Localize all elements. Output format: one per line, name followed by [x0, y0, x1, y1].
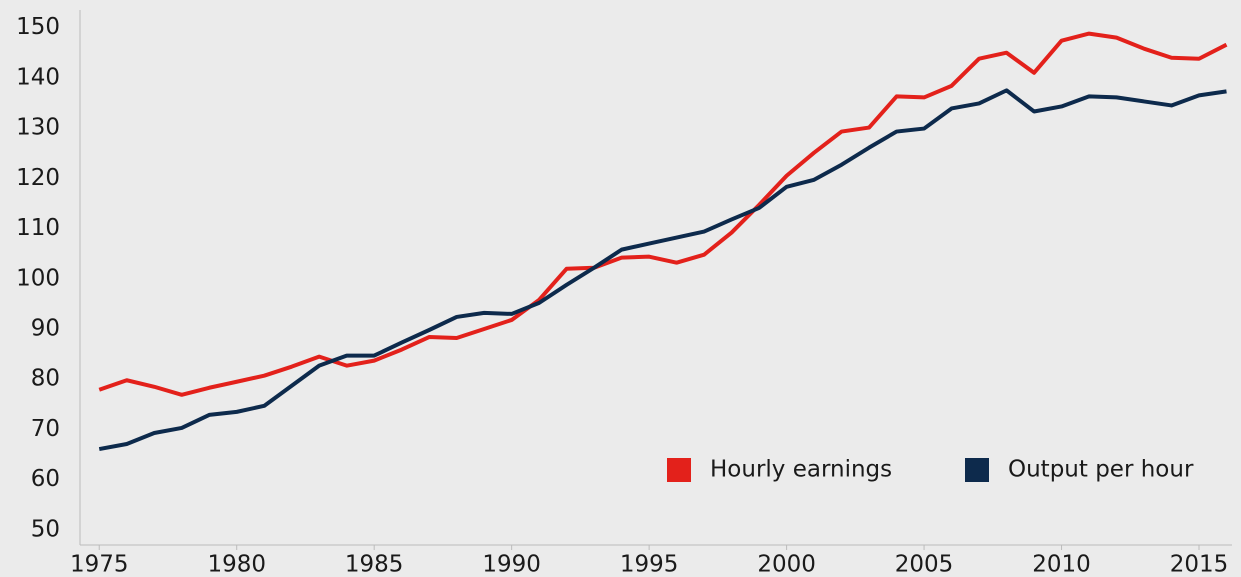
y-tick-label: 100: [16, 265, 60, 291]
legend-swatch: [965, 458, 989, 482]
x-tick-label: 1980: [207, 552, 266, 577]
x-tick-label: 1975: [70, 552, 129, 577]
x-tick-label: 1990: [482, 552, 541, 577]
x-tick-label: 2000: [757, 552, 816, 577]
y-tick-label: 50: [31, 516, 60, 542]
x-tick-label: 1985: [345, 552, 404, 577]
x-tick-label: 2010: [1032, 552, 1091, 577]
y-tick-label: 130: [16, 115, 60, 141]
series-line: [98, 88, 1227, 452]
y-tick-label: 80: [31, 366, 60, 392]
y-tick-label: 90: [31, 315, 60, 341]
y-tick-label: 60: [31, 466, 60, 492]
x-tick-label: 2005: [895, 552, 954, 577]
series-line: [98, 31, 1228, 397]
legend-label: Hourly earnings: [710, 457, 892, 483]
x-tick-label: 1995: [620, 552, 679, 577]
y-tick-label: 150: [16, 14, 60, 40]
y-tick-label: 120: [16, 165, 60, 191]
y-tick-label: 140: [16, 64, 60, 90]
x-tick-label: 2015: [1170, 552, 1229, 577]
y-tick-label: 110: [16, 215, 60, 241]
legend-swatch: [667, 458, 691, 482]
y-tick-label: 70: [31, 416, 60, 442]
legend-label: Output per hour: [1008, 457, 1194, 483]
